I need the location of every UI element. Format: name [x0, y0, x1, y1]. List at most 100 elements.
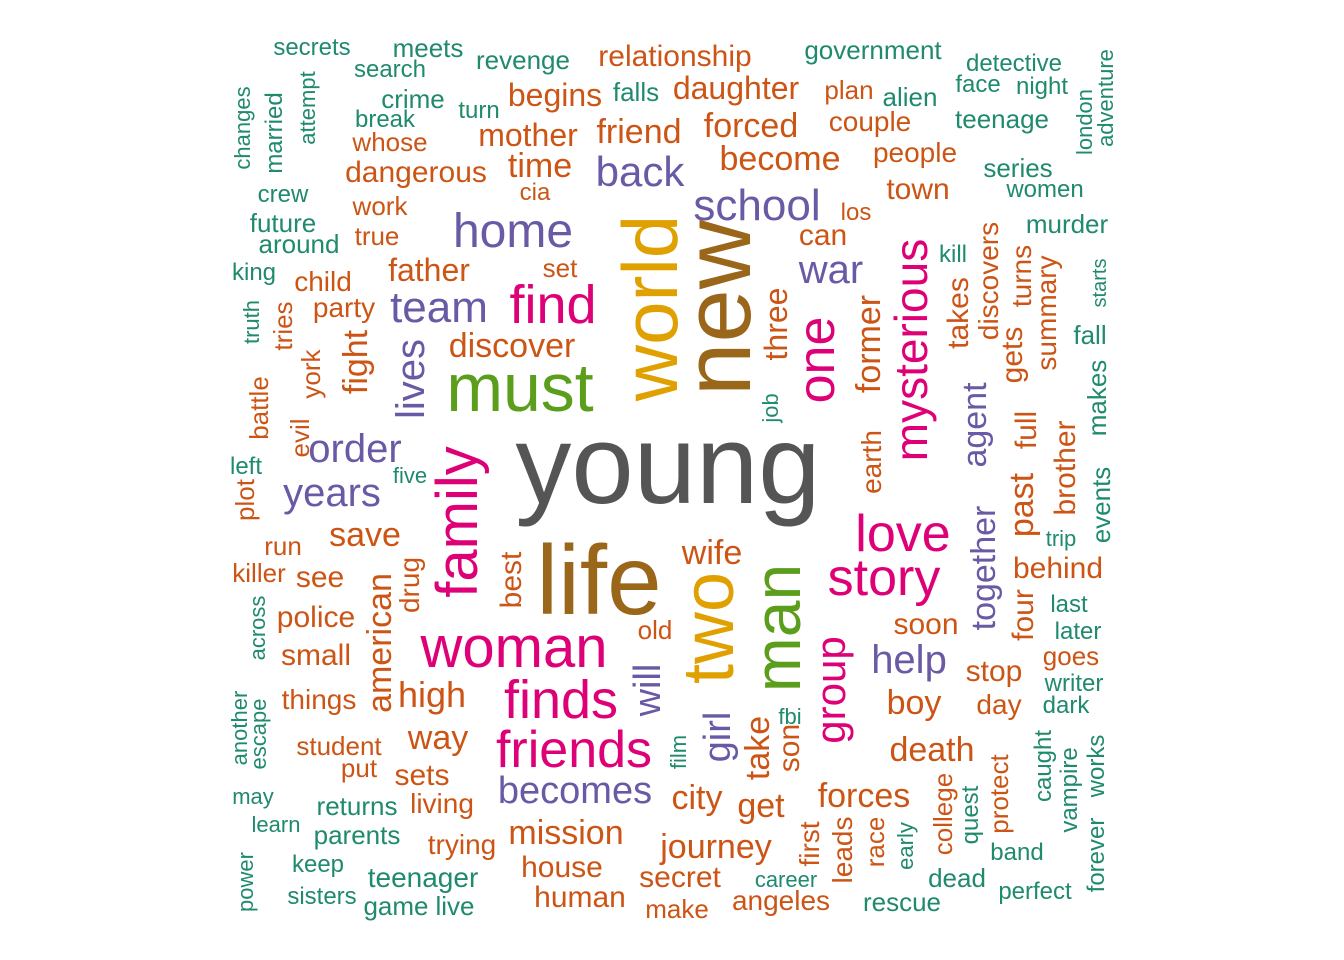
cloud-word: family — [425, 446, 490, 598]
cloud-word: perfect — [998, 878, 1072, 905]
cloud-word: can — [798, 219, 848, 252]
cloud-word: mission — [508, 814, 624, 852]
cloud-word: plan — [824, 75, 874, 105]
cloud-word: human — [534, 881, 626, 914]
cloud-word: alien — [882, 82, 938, 112]
cloud-word: police — [276, 601, 356, 634]
cloud-word: finds — [503, 670, 619, 730]
cloud-word: soon — [893, 608, 959, 641]
cloud-word: get — [737, 787, 785, 825]
cloud-word: killer — [232, 558, 286, 588]
cloud-word: love — [855, 505, 951, 563]
cloud-word: together — [965, 505, 1003, 631]
cloud-word: behind — [1012, 552, 1104, 585]
cloud-word: takes — [942, 277, 975, 349]
cloud-word: city — [671, 779, 723, 817]
cloud-word: former — [850, 294, 888, 394]
cloud-word: caught — [1030, 729, 1057, 803]
cloud-word: past — [1003, 472, 1041, 538]
cloud-word: day — [976, 689, 1022, 720]
cloud-word: become — [719, 140, 841, 178]
cloud-word: detective — [965, 50, 1063, 77]
cloud-word: live — [435, 891, 475, 921]
cloud-word: film — [666, 734, 691, 770]
cloud-word: evil — [285, 418, 315, 458]
cloud-word: kill — [939, 241, 967, 268]
cloud-word: way — [407, 719, 469, 757]
cloud-word: brother — [1049, 420, 1082, 516]
cloud-word: small — [280, 639, 352, 672]
cloud-word: girl — [697, 711, 739, 763]
cloud-word: save — [329, 516, 401, 554]
cloud-word: crime — [381, 84, 445, 114]
cloud-word: power — [233, 852, 258, 912]
cloud-word: best — [495, 551, 528, 609]
cloud-word: early — [893, 822, 918, 870]
cloud-word: dead — [928, 863, 986, 893]
cloud-word: discovers — [973, 221, 1004, 341]
cloud-word: cia — [519, 179, 551, 206]
cloud-word: woman — [420, 615, 608, 680]
cloud-word: search — [353, 56, 427, 83]
cloud-word: boy — [886, 684, 942, 722]
cloud-word: vampire — [1056, 747, 1083, 833]
cloud-word: parents — [313, 820, 401, 850]
cloud-word: returns — [316, 791, 398, 821]
cloud-word: later — [1054, 618, 1102, 645]
cloud-word: protect — [984, 754, 1014, 834]
cloud-word: government — [804, 35, 942, 65]
cloud-word: learn — [251, 812, 301, 837]
cloud-word: around — [258, 229, 340, 259]
cloud-word: party — [312, 292, 376, 323]
cloud-word: old — [637, 615, 673, 645]
cloud-word: earth — [856, 430, 887, 494]
cloud-word: years — [283, 471, 381, 515]
cloud-word: gets — [996, 326, 1029, 384]
cloud-word: events — [1086, 466, 1116, 544]
cloud-word: face — [955, 71, 1001, 98]
cloud-word: truth — [239, 299, 264, 345]
cloud-word: take — [739, 715, 777, 781]
cloud-word: man — [740, 563, 814, 693]
cloud-word: will — [627, 663, 669, 717]
cloud-word: put — [340, 753, 378, 783]
cloud-word: night — [1015, 73, 1069, 100]
cloud-word: forces — [817, 777, 911, 815]
cloud-word: war — [798, 248, 864, 292]
cloud-word: young — [515, 402, 821, 527]
cloud-word: falls — [612, 77, 660, 107]
cloud-word: drug — [394, 556, 425, 614]
cloud-word: journey — [660, 828, 772, 866]
cloud-word: secret — [639, 861, 721, 894]
cloud-word: fbi — [778, 704, 802, 729]
cloud-word: revenge — [476, 45, 570, 75]
cloud-word: high — [397, 674, 467, 715]
cloud-word: work — [352, 191, 408, 221]
cloud-word: begins — [507, 77, 603, 113]
cloud-word: town — [886, 173, 950, 206]
cloud-word: turn — [458, 97, 500, 124]
cloud-word: sets — [394, 759, 450, 792]
cloud-word: makes — [1082, 359, 1112, 437]
cloud-word: run — [264, 531, 302, 561]
cloud-word: band — [990, 839, 1044, 866]
cloud-word: child — [294, 266, 352, 297]
cloud-word: becomes — [497, 770, 653, 812]
cloud-word: stop — [965, 655, 1023, 688]
cloud-word: los — [840, 199, 872, 226]
cloud-word: fall — [1073, 320, 1107, 350]
cloud-word: york — [296, 349, 326, 399]
cloud-word: dangerous — [345, 156, 487, 189]
cloud-word: people — [872, 137, 958, 168]
cloud-word: murder — [1025, 209, 1109, 239]
cloud-word: college — [928, 772, 958, 856]
cloud-word: mother — [478, 117, 578, 153]
cloud-word: father — [388, 252, 470, 288]
cloud-word: two — [669, 571, 749, 685]
cloud-word: adventure — [1093, 49, 1118, 147]
cloud-word: dark — [1042, 692, 1090, 719]
cloud-word: king — [231, 259, 277, 286]
cloud-word: teenage — [955, 104, 1049, 134]
cloud-word: school — [693, 181, 821, 230]
